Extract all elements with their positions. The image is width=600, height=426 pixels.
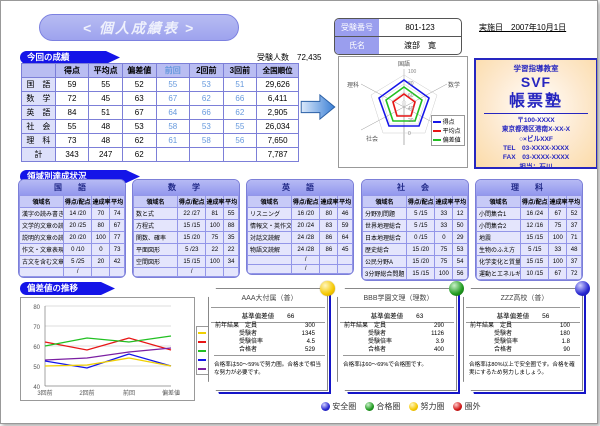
svg-text:70: 70 (33, 325, 40, 331)
svg-text:80: 80 (33, 305, 40, 311)
svg-text:60: 60 (33, 345, 40, 351)
svg-text:60: 60 (408, 93, 414, 99)
svg-text:50: 50 (33, 365, 40, 371)
svg-text:国語: 国語 (398, 60, 410, 68)
svg-text:2回前: 2回前 (79, 389, 94, 397)
svg-text:3回前: 3回前 (37, 389, 52, 397)
svg-text:40: 40 (408, 106, 414, 112)
svg-text:社会: 社会 (366, 135, 378, 143)
svg-text:数学: 数学 (448, 81, 460, 89)
svg-text:理科: 理科 (347, 81, 359, 89)
svg-text:80: 80 (408, 81, 414, 87)
svg-text:前回: 前回 (123, 389, 135, 397)
svg-text:0: 0 (408, 131, 411, 137)
svg-text:偏差値: 偏差値 (162, 389, 180, 397)
svg-text:100: 100 (408, 69, 417, 75)
svg-text:20: 20 (408, 118, 414, 124)
